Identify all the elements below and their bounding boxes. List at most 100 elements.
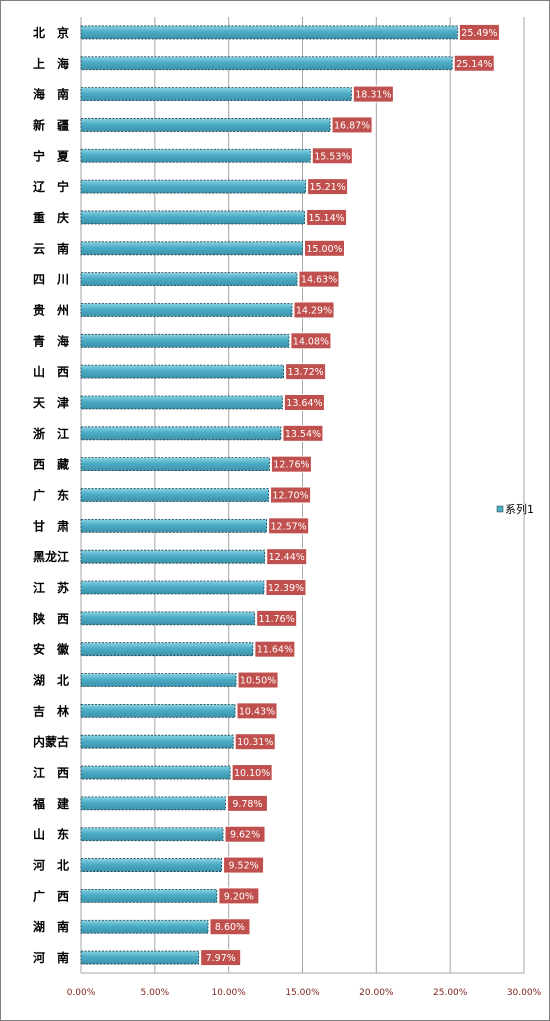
bar-15 [80, 488, 269, 502]
bar-0 [80, 25, 458, 40]
data-label-17: 12.44% [269, 552, 305, 563]
data-label-19: 11.76% [259, 614, 295, 625]
data-label-box-12 [283, 393, 325, 411]
data-label-9: 14.29% [296, 305, 332, 316]
data-label-5: 15.21% [309, 182, 345, 193]
category-label-17: 黑龙江 [33, 549, 69, 564]
data-label-box-18 [265, 579, 307, 597]
bar-28 [80, 889, 218, 903]
category-label-19: 陕 西 [33, 611, 69, 626]
category-label-24: 江 西 [33, 765, 69, 780]
data-label-box-26 [224, 825, 266, 843]
x-tick-label-4: 20.00% [359, 988, 394, 998]
data-label-box-30 [200, 949, 242, 967]
bar-24 [80, 765, 231, 780]
data-label-25: 9.78% [232, 799, 262, 810]
bar-16 [80, 518, 268, 533]
bar-11 [80, 364, 284, 379]
data-label-box-9 [293, 301, 335, 319]
data-label-2: 18.31% [355, 90, 391, 101]
data-label-box-4 [311, 147, 353, 165]
bar-1 [80, 56, 453, 71]
data-label-1: 25.14% [456, 59, 492, 70]
x-tick-label-0: 0.00% [67, 988, 96, 998]
data-label-7: 15.00% [306, 244, 342, 255]
data-label-box-29 [209, 918, 251, 936]
category-label-9: 贵 州 [33, 302, 69, 317]
bar-19 [80, 611, 256, 626]
data-label-18: 12.39% [268, 583, 304, 594]
category-label-7: 云 南 [33, 241, 69, 256]
data-label-box-8 [298, 270, 340, 288]
data-label-4: 15.53% [314, 151, 350, 162]
data-label-box-25 [226, 794, 268, 812]
category-label-28: 广 西 [33, 888, 69, 903]
data-label-6: 15.14% [308, 213, 344, 224]
data-label-21: 10.50% [240, 676, 276, 687]
data-label-20: 11.64% [257, 645, 293, 656]
data-label-30: 7.97% [206, 953, 236, 964]
bar-20 [80, 642, 254, 657]
data-label-box-11 [285, 363, 327, 381]
bar-14 [80, 457, 270, 472]
bar-10 [80, 333, 290, 348]
category-label-15: 广 东 [33, 488, 69, 503]
data-label-29: 8.60% [215, 922, 245, 933]
data-label-27: 9.52% [228, 861, 258, 872]
legend-label: 系列1 [505, 502, 534, 516]
data-label-13: 13.54% [285, 429, 321, 440]
data-label-26: 9.62% [230, 830, 260, 841]
data-label-box-22 [236, 702, 278, 720]
bar-13 [80, 426, 282, 441]
data-label-box-21 [237, 671, 279, 689]
data-label-box-5 [307, 178, 349, 196]
data-label-23: 10.31% [237, 737, 273, 748]
category-label-22: 吉 林 [33, 703, 69, 718]
bar-22 [80, 703, 236, 718]
category-label-18: 江 苏 [33, 580, 69, 595]
bar-6 [80, 210, 305, 225]
bar-27 [80, 858, 222, 872]
legend-swatch [496, 505, 504, 513]
x-tick-label-3: 15.00% [285, 988, 320, 998]
data-label-11: 13.72% [287, 367, 323, 378]
x-tick-label-1: 5.00% [141, 988, 170, 998]
category-labels: 北 京上 海海 南新 疆宁 夏辽 宁重 庆云 南四 川贵 州青 海山 西天 津浙… [32, 25, 70, 965]
category-label-10: 青 海 [33, 333, 69, 348]
data-label-box-19 [256, 609, 298, 627]
category-label-13: 浙 江 [33, 426, 69, 441]
bar-4 [80, 148, 311, 163]
data-label-8: 14.63% [301, 275, 337, 286]
category-label-0: 北 京 [33, 25, 69, 40]
bar-8 [80, 272, 298, 287]
bar-26 [80, 827, 224, 842]
data-label-10: 14.08% [293, 336, 329, 347]
data-label-box-15 [270, 486, 312, 504]
bar-21 [80, 673, 237, 687]
data-label-box-17 [266, 548, 308, 566]
bar-7 [80, 241, 303, 256]
bars: 25.49% 25.14% 18.31% 16.87% 15.53% 15.21% 15.1… [80, 23, 500, 967]
data-label-box-16 [268, 517, 310, 535]
bar-25 [80, 796, 226, 811]
category-label-26: 山 东 [33, 827, 69, 842]
data-label-box-28 [218, 887, 260, 905]
category-label-4: 宁 夏 [33, 148, 70, 163]
data-label-box-0 [458, 23, 500, 41]
category-label-2: 海 南 [33, 87, 69, 102]
bar-2 [80, 87, 352, 101]
x-axis-ticks: 0.00% 5.00% 10.00% 15.00% 20.00% 25.00% 30.00% [67, 988, 542, 998]
bar-29 [80, 919, 209, 934]
data-label-box-10 [290, 332, 332, 350]
data-label-28: 9.20% [224, 891, 254, 902]
bar-5 [80, 179, 307, 194]
category-label-3: 新 疆 [33, 117, 69, 132]
category-label-25: 福 建 [32, 796, 70, 811]
category-label-8: 四 川 [33, 273, 69, 287]
data-label-box-1 [453, 54, 495, 72]
x-tick-label-5: 25.00% [433, 988, 468, 998]
category-label-6: 重 庆 [33, 210, 69, 225]
category-label-12: 天 津 [33, 395, 69, 410]
